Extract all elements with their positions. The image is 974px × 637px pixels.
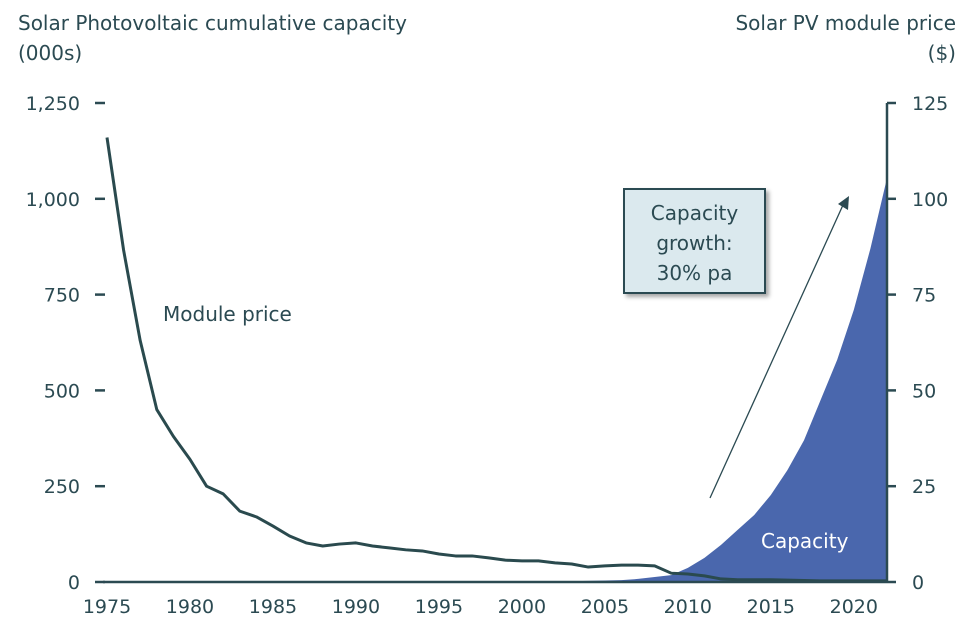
left-axis-title: Solar Photovoltaic cumulative capacity (… xyxy=(18,8,407,68)
left-tick-label: 0 xyxy=(68,572,80,594)
x-tick-label: 2005 xyxy=(581,596,629,618)
x-tick-label: 1980 xyxy=(166,596,214,618)
x-tick-label: 2010 xyxy=(664,596,712,618)
left-tick-label: 1,250 xyxy=(26,93,80,115)
right-tick-label: 0 xyxy=(912,572,924,594)
right-tick-label: 25 xyxy=(912,476,936,498)
annotation-line3: 30% pa xyxy=(656,261,733,285)
right-tick-label: 50 xyxy=(912,380,936,402)
left-tick-label: 250 xyxy=(44,476,80,498)
module-price-label: Module price xyxy=(163,302,292,326)
annotation-line2: growth: xyxy=(656,231,733,255)
left-tick-label: 1,000 xyxy=(26,189,80,211)
right-tick-label: 100 xyxy=(912,189,948,211)
x-tick-label: 2020 xyxy=(830,596,878,618)
capacity-area xyxy=(107,178,887,583)
left-axis-title-line1: Solar Photovoltaic cumulative capacity xyxy=(18,11,407,35)
right-tick-label: 75 xyxy=(912,285,936,307)
right-axis-title: Solar PV module price ($) xyxy=(735,8,956,68)
annotation-line1: Capacity xyxy=(650,201,739,225)
growth-annotation-box: Capacity growth: 30% pa xyxy=(623,188,766,294)
x-tick-label: 1985 xyxy=(249,596,297,618)
left-tick-label: 500 xyxy=(44,380,80,402)
x-tick-label: 2000 xyxy=(498,596,546,618)
module-price-line xyxy=(105,137,887,583)
right-axis-title-line2: ($) xyxy=(927,41,956,65)
growth-arrow-head-icon xyxy=(838,196,849,210)
right-tick-label: 125 xyxy=(912,93,948,115)
right-axis-title-line1: Solar PV module price xyxy=(735,11,956,35)
x-tick-label: 1995 xyxy=(415,596,463,618)
x-tick-label: 1975 xyxy=(83,596,131,618)
growth-arrow-line xyxy=(709,204,844,499)
capacity-label: Capacity xyxy=(761,529,849,553)
x-tick-label: 1990 xyxy=(332,596,380,618)
left-axis-title-line2: (000s) xyxy=(18,41,83,65)
left-tick-label: 750 xyxy=(44,285,80,307)
x-tick-label: 2015 xyxy=(747,596,795,618)
